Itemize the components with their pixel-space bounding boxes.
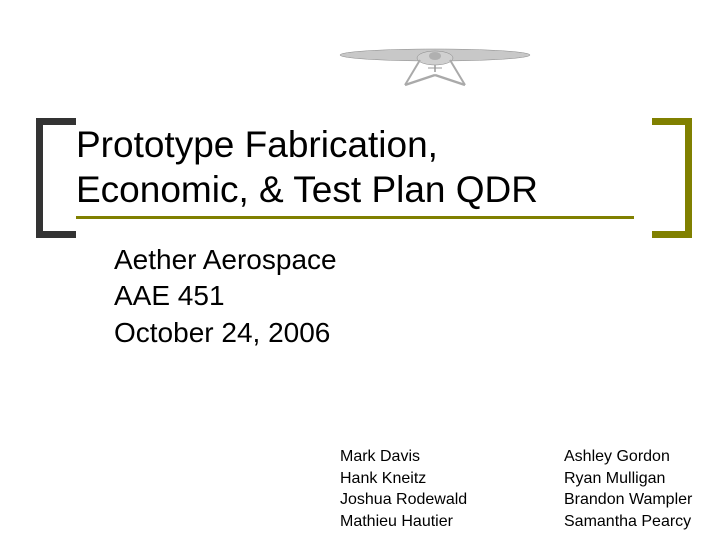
title-line1: Prototype Fabrication, <box>76 124 438 165</box>
name-item: Mathieu Hautier <box>340 513 453 530</box>
bracket-left-decoration <box>36 118 76 238</box>
subtitle-line3: October 24, 2006 <box>114 317 330 348</box>
name-item: Brandon Wampler <box>564 491 692 508</box>
names-column-1: Mark Davis Hank Kneitz Joshua Rodewald M… <box>340 446 467 532</box>
name-item: Ryan Mulligan <box>564 470 665 487</box>
names-column-2: Ashley Gordon Ryan Mulligan Brandon Wamp… <box>564 446 692 532</box>
name-item: Joshua Rodewald <box>340 491 467 508</box>
name-item: Hank Kneitz <box>340 470 426 487</box>
title-line2: Economic, & Test Plan QDR <box>76 169 538 210</box>
name-item: Ashley Gordon <box>564 448 670 465</box>
name-item: Mark Davis <box>340 448 420 465</box>
slide-subtitle: Aether Aerospace AAE 451 October 24, 200… <box>114 242 337 351</box>
subtitle-line2: AAE 451 <box>114 280 225 311</box>
slide-title: Prototype Fabrication, Economic, & Test … <box>76 122 646 212</box>
title-underline <box>76 216 634 219</box>
subtitle-line1: Aether Aerospace <box>114 244 337 275</box>
bracket-right-decoration <box>652 118 692 238</box>
name-item: Samantha Pearcy <box>564 513 691 530</box>
aircraft-illustration <box>335 10 535 100</box>
